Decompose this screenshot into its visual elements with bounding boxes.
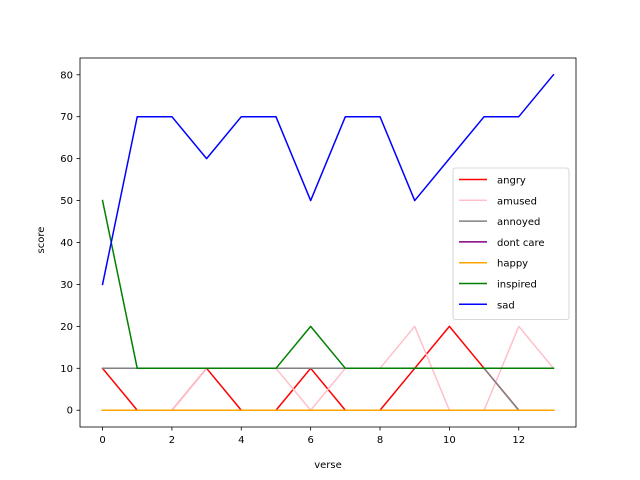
legend-label-happy: happy: [497, 259, 528, 270]
x-tick-label: 2: [169, 435, 175, 446]
y-tick-label: 60: [60, 154, 73, 165]
x-tick-label: 12: [512, 435, 525, 446]
y-axis-label: score: [36, 227, 47, 254]
series-line-sad: [101, 73, 555, 286]
series-line-inspired: [101, 199, 555, 370]
y-tick-label: 70: [60, 112, 73, 123]
legend-label-angry: angry: [497, 176, 526, 187]
legend-label-inspired: inspired: [497, 280, 537, 291]
legend-label-amused: amused: [497, 196, 537, 207]
x-tick-label: 10: [443, 435, 456, 446]
y-tick-label: 50: [60, 196, 73, 207]
series-layer: [101, 73, 555, 411]
y-tick-label: 10: [60, 364, 73, 375]
legend-box: [452, 167, 570, 321]
x-tick-label: 0: [99, 435, 105, 446]
legend-label-dont-care: dont care: [497, 238, 545, 249]
y-tick-label: 30: [60, 280, 73, 291]
x-tick-label: 6: [307, 435, 313, 446]
legend: angry amused annoyed dont care happy inspired…: [452, 167, 570, 321]
y-tick-label: 80: [60, 70, 73, 81]
axes-layer: 0 2 4 6 8 10 12 0 10 20 30 40 50 60 70 80: [60, 57, 577, 446]
x-axis-label: verse: [314, 460, 342, 471]
legend-label-sad: sad: [497, 300, 515, 311]
legend-label-annoyed: annoyed: [497, 217, 540, 228]
y-tick-label: 0: [67, 406, 73, 417]
y-tick-label: 20: [60, 322, 73, 333]
y-tick-label: 40: [60, 238, 73, 249]
x-tick-label: 4: [238, 435, 244, 446]
x-tick-label: 8: [377, 435, 383, 446]
